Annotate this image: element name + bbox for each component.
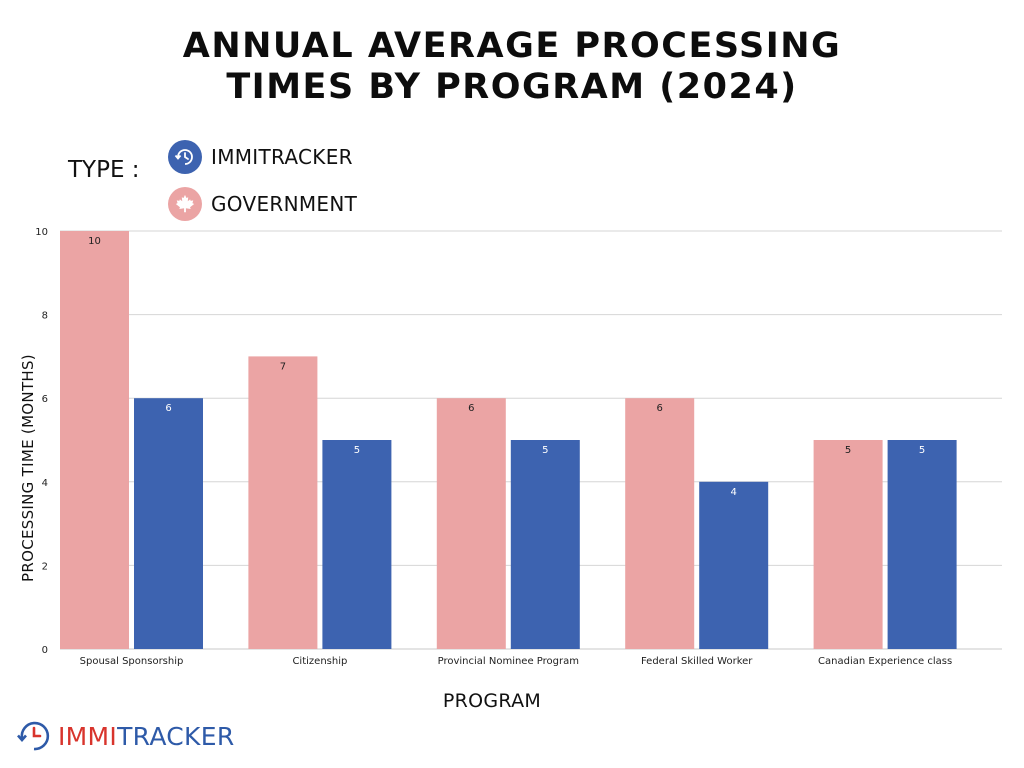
bar-data-label: 6: [657, 403, 663, 414]
x-tick-label: Spousal Sponsorship: [80, 656, 184, 667]
bar-data-label: 5: [542, 445, 548, 456]
bar: [60, 231, 129, 649]
brand-suffix: TRACKER: [117, 721, 235, 751]
chart-title: ANNUAL AVERAGE PROCESSING TIMES BY PROGR…: [0, 26, 1024, 108]
x-tick-label: Federal Skilled Worker: [641, 656, 753, 667]
brand-logo: IMMITRACKER: [14, 716, 235, 756]
y-tick-label: 2: [42, 561, 48, 572]
bar: [134, 398, 203, 649]
bar-data-label: 7: [280, 361, 286, 372]
bar: [887, 440, 957, 649]
bar: [248, 356, 318, 649]
bar-data-label: 10: [88, 236, 101, 247]
y-tick-label: 8: [42, 311, 48, 322]
y-tick-label: 6: [42, 394, 48, 405]
bar-data-label: 6: [468, 403, 474, 414]
y-tick-label: 10: [35, 227, 48, 238]
legend-label-government: GOVERNMENT: [211, 192, 358, 216]
bar-data-label: 4: [731, 487, 737, 498]
legend-item-government: GOVERNMENT: [168, 186, 357, 222]
chart-title-line-1: ANNUAL AVERAGE PROCESSING: [182, 26, 842, 66]
y-tick-label: 4: [42, 478, 48, 489]
brand-prefix: IMMI: [58, 721, 118, 751]
x-tick-label: Citizenship: [292, 656, 347, 667]
x-tick-label: Provincial Nominee Program: [438, 656, 579, 667]
bar-data-label: 5: [919, 445, 925, 456]
y-tick-label: 0: [42, 645, 48, 656]
bar: [322, 440, 392, 649]
bar-data-label: 5: [354, 445, 360, 456]
bar: [625, 398, 695, 649]
bar-data-label: 5: [845, 445, 851, 456]
brand-wordmark: IMMITRACKER: [58, 722, 235, 751]
x-tick-label: Canadian Experience class: [818, 656, 952, 667]
clock-icon: [168, 140, 202, 174]
bar: [813, 440, 883, 649]
bar: [436, 398, 506, 649]
legend-label-immitracker: IMMITRACKER: [211, 145, 353, 169]
chart-title-line-2: TIMES BY PROGRAM (2024): [226, 67, 798, 107]
maple-leaf-icon: [168, 187, 202, 221]
bar-data-label: 6: [165, 403, 171, 414]
x-axis-title: PROGRAM: [442, 690, 542, 712]
legend-type-label: TYPE :: [68, 157, 140, 183]
bar: [699, 481, 769, 649]
bar: [510, 440, 580, 649]
logo-clock-icon: [17, 721, 50, 751]
legend-item-immitracker: IMMITRACKER: [168, 139, 353, 175]
